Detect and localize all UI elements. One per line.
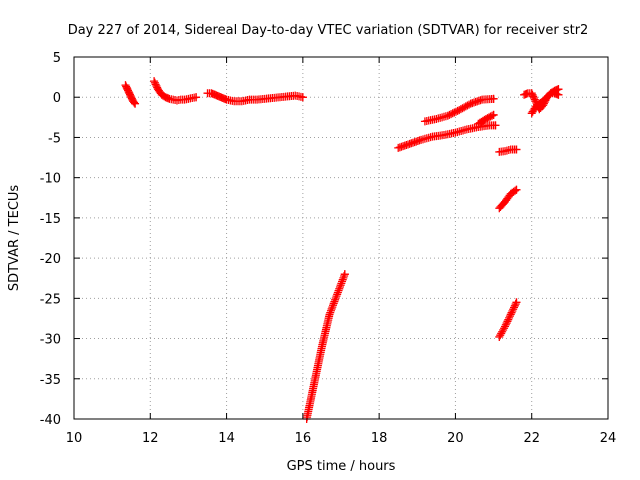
data-point-marker [328,303,337,312]
series-s4 [302,270,349,423]
series-s8 [495,145,521,156]
series-s2 [150,77,201,105]
data-point-marker [510,301,519,310]
data-point-marker [333,288,342,297]
series-s7 [474,110,498,128]
data-point-marker [335,282,344,291]
data-point-marker [500,324,509,333]
data-point-marker [512,145,521,154]
data-point-marker [330,297,339,306]
x-tick-label: 10 [66,431,83,446]
data-point-marker [340,272,349,281]
data-point-marker [131,99,140,108]
series-s6 [420,94,498,126]
data-point-marker [130,98,139,107]
y-tick-label: -10 [40,172,61,187]
data-point-marker [332,292,341,301]
data-point-marker [511,300,520,309]
data-point-marker [326,306,335,315]
data-point-marker [331,293,340,302]
y-tick-label: 0 [53,91,61,106]
data-point-marker [327,304,336,313]
x-tick-label: 24 [600,431,617,446]
data-point-marker [489,94,498,103]
data-point-marker [505,313,514,322]
data-point-marker [497,329,506,338]
series-s3 [203,89,307,106]
y-tick-label: 5 [53,51,61,66]
chart-title: Day 227 of 2014, Sidereal Day-to-day VTE… [68,23,589,38]
y-tick-label: -15 [40,212,61,227]
data-point-marker [333,290,342,299]
data-point-marker [331,295,340,304]
data-point-marker [336,281,345,290]
y-tick-label: -5 [48,131,61,146]
data-point-marker [503,317,512,326]
data-point-marker [512,185,521,194]
data-point-marker [491,121,500,130]
data-point-marker [502,319,511,328]
series-s1 [121,81,140,108]
data-point-marker [511,186,520,195]
data-point-marker [495,332,504,341]
y-tick-label: -30 [40,333,61,348]
data-point-marker [506,310,515,319]
data-point-marker [329,299,338,308]
data-point-marker [554,90,563,99]
series-s12 [527,89,563,118]
data-point-marker [488,111,497,120]
x-axis-label: GPS time / hours [287,459,396,474]
data-point-marker [505,312,514,321]
data-point-marker [326,308,335,317]
data-point-marker [329,301,338,310]
y-axis-label: SDTVAR / TECUs [7,185,22,292]
axis-ticks: 10 12 14 16 18 20 22 24 5 0 -5 -10 -15 -20 -25 -30 -35 -4… [40,51,617,446]
data-point-marker [498,327,507,336]
data-point-marker [338,277,347,286]
series-s9 [495,185,521,213]
y-tick-label: -25 [40,292,61,307]
x-tick-label: 16 [295,431,312,446]
data-points [121,77,563,423]
data-point-marker [335,284,344,293]
x-tick-label: 14 [218,431,235,446]
data-point-marker [504,315,513,324]
data-point-marker [334,286,343,295]
data-point-marker [501,322,510,331]
data-point-marker [509,305,518,314]
data-point-marker [510,303,519,312]
x-tick-label: 20 [447,431,464,446]
x-tick-label: 22 [523,431,540,446]
data-point-marker [340,270,349,279]
data-point-marker [339,273,348,282]
data-point-marker [512,298,521,307]
data-point-marker [496,331,505,340]
data-point-marker [338,275,347,284]
data-point-marker [501,320,510,329]
y-tick-label: -40 [40,413,61,428]
series-s5 [394,121,500,152]
y-tick-label: -20 [40,252,61,267]
grid [74,57,608,419]
x-tick-label: 12 [142,431,159,446]
data-point-marker [489,110,498,119]
plot-frame [73,56,609,420]
data-point-marker [325,310,334,319]
x-tick-label: 18 [371,431,388,446]
data-point-marker [192,93,201,102]
data-point-marker [507,308,516,317]
series-s10 [495,298,521,341]
data-point-marker [499,325,508,334]
data-point-marker [508,306,517,315]
y-tick-label: -35 [40,373,61,388]
data-point-marker [298,93,307,102]
data-point-marker [337,279,346,288]
